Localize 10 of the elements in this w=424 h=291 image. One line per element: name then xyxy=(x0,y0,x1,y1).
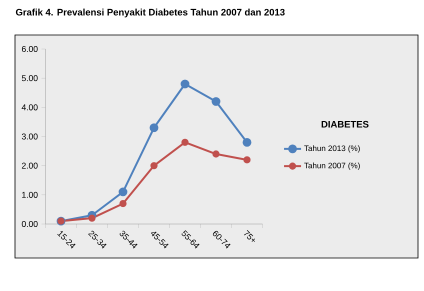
y-tick-label: 0.00 xyxy=(22,221,38,227)
y-tick-label: 5.00 xyxy=(22,75,38,82)
chart-title: Grafik 4. Prevalensi Penyakit Diabetes Tahun 2007 dan 2013 xyxy=(16,8,285,18)
legend-title: DIABETES xyxy=(322,120,369,128)
y-tick-label: 3.00 xyxy=(22,134,38,140)
y-tick-label: 6.00 xyxy=(22,46,38,52)
y-tick-label: 2.00 xyxy=(22,162,38,169)
x-tick-label: 75+ xyxy=(244,230,255,242)
y-tick-label: 1.00 xyxy=(22,192,38,198)
y-tick-label: 4.00 xyxy=(22,104,38,110)
